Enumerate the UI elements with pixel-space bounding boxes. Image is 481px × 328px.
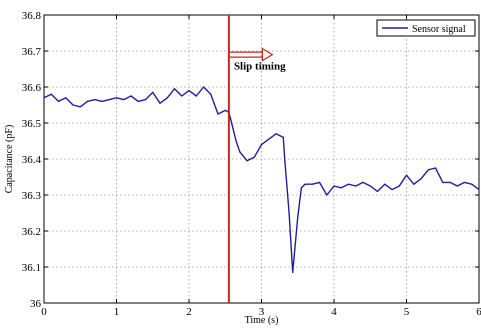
x-axis-label: Time (s) [245,315,279,326]
data-point [355,185,357,187]
y-tick-label: 36.3 [22,190,42,202]
x-tick-label: 2 [186,306,192,318]
y-tick-label: 36.1 [22,262,41,274]
legend: Sensor signal [376,19,476,37]
x-tick-label: 4 [331,306,337,318]
data-point [471,183,473,185]
data-point [427,169,429,171]
data-point [137,100,139,102]
data-point [288,212,290,214]
annotations: Slip timing [227,15,286,303]
data-point [231,126,234,128]
data-point [398,185,400,187]
data-point [50,93,52,95]
data-point [115,97,118,99]
data-point [173,88,176,90]
data-point [181,95,183,97]
data-point [340,187,342,189]
data-point [235,140,237,142]
grid [44,15,479,303]
data-point [442,181,444,183]
data-point [166,97,168,99]
data-point [188,90,190,92]
x-tick-label: 0 [41,306,47,318]
data-point [376,190,379,192]
data-point [300,187,302,189]
data-point [369,185,371,187]
x-tick-label: 6 [476,306,481,318]
data-point [292,271,294,273]
x-tick-label: 1 [114,306,120,318]
y-tick-label: 36.7 [22,46,42,58]
series-line-0 [43,86,480,274]
y-tick-label: 36.4 [22,154,42,166]
data-point [347,183,350,185]
data-point [86,100,89,102]
data-point [284,158,286,160]
data-point [65,97,67,99]
data-point [333,185,335,187]
data-point [57,100,60,102]
data-point [449,181,451,183]
data-point [224,109,226,111]
data-point [210,93,212,95]
data-point [384,183,386,185]
data-point [246,160,248,162]
data-point [72,104,74,106]
data-point [123,99,125,101]
y-tick-label: 36 [30,298,42,310]
data-point [304,183,306,185]
data-point [275,133,277,135]
data-point [282,136,284,138]
data-point [101,100,103,102]
data-point [195,95,197,97]
data-point [318,181,321,183]
slip-arrow-head [261,47,274,62]
data-point [297,216,299,218]
data-point [79,106,81,108]
data-point [108,99,110,101]
data-point [456,185,458,187]
series-layer [43,86,480,274]
data-point [463,181,466,183]
data-point [268,138,270,140]
data-point [413,183,415,185]
data-point [239,151,241,153]
y-tick-label: 36.6 [22,82,42,94]
data-point [478,189,480,191]
data-point [311,183,313,185]
data-point [326,194,328,196]
data-point [159,102,161,104]
data-point [391,189,393,191]
data-point [43,97,45,99]
data-point [405,174,408,176]
data-point [434,167,437,169]
axes: 0 1 2 3 4 5 6 36 36.1 36.2 36.3 36.4 36.5 36.6 36.7 36.… [22,10,481,318]
x-tick-label: 3 [259,306,265,318]
data-point [202,86,205,88]
legend-label: Sensor signal [412,24,466,35]
data-point [217,113,219,115]
data-point [260,144,263,146]
y-tick-label: 36.2 [22,226,41,238]
data-point [253,156,255,158]
data-point [152,91,154,93]
data-point [130,95,132,97]
y-tick-label: 36.5 [22,118,42,130]
slip-timing-label: Slip timing [234,60,286,72]
legend-box [376,19,476,37]
data-point [362,181,364,183]
data-point [420,178,422,180]
y-axis-label: Capacitance (pF) [4,125,15,194]
x-tick-label: 5 [404,306,410,318]
y-tick-label: 36.8 [22,10,42,22]
data-point [144,99,147,101]
data-point [94,99,96,101]
